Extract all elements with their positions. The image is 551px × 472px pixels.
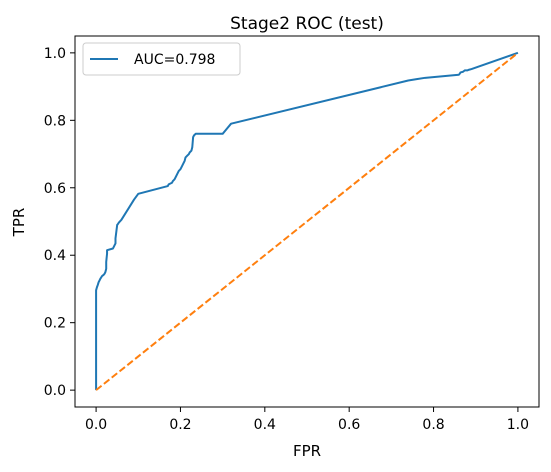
y-tick-label: 0.6: [44, 181, 66, 197]
y-tick-label: 0.0: [44, 383, 66, 399]
y-tick-label: 0.4: [44, 248, 66, 264]
chart-title: Stage2 ROC (test): [230, 14, 384, 34]
x-tick-label: 0.0: [85, 417, 107, 433]
y-axis-title: TPR: [10, 208, 28, 238]
legend-label: AUC=0.798: [134, 52, 215, 68]
x-tick-label: 0.6: [338, 417, 360, 433]
y-tick-label: 0.8: [44, 113, 66, 129]
y-tick-label: 0.2: [44, 316, 66, 332]
x-axis-title: FPR: [293, 442, 321, 460]
x-tick-label: 0.4: [254, 417, 276, 433]
x-tick-label: 0.2: [169, 417, 191, 433]
x-tick-label: 0.8: [422, 417, 444, 433]
legend: AUC=0.798: [83, 43, 240, 75]
plot-area: [75, 36, 539, 407]
y-tick-label: 1.0: [44, 46, 66, 62]
x-tick-label: 1.0: [507, 417, 529, 433]
